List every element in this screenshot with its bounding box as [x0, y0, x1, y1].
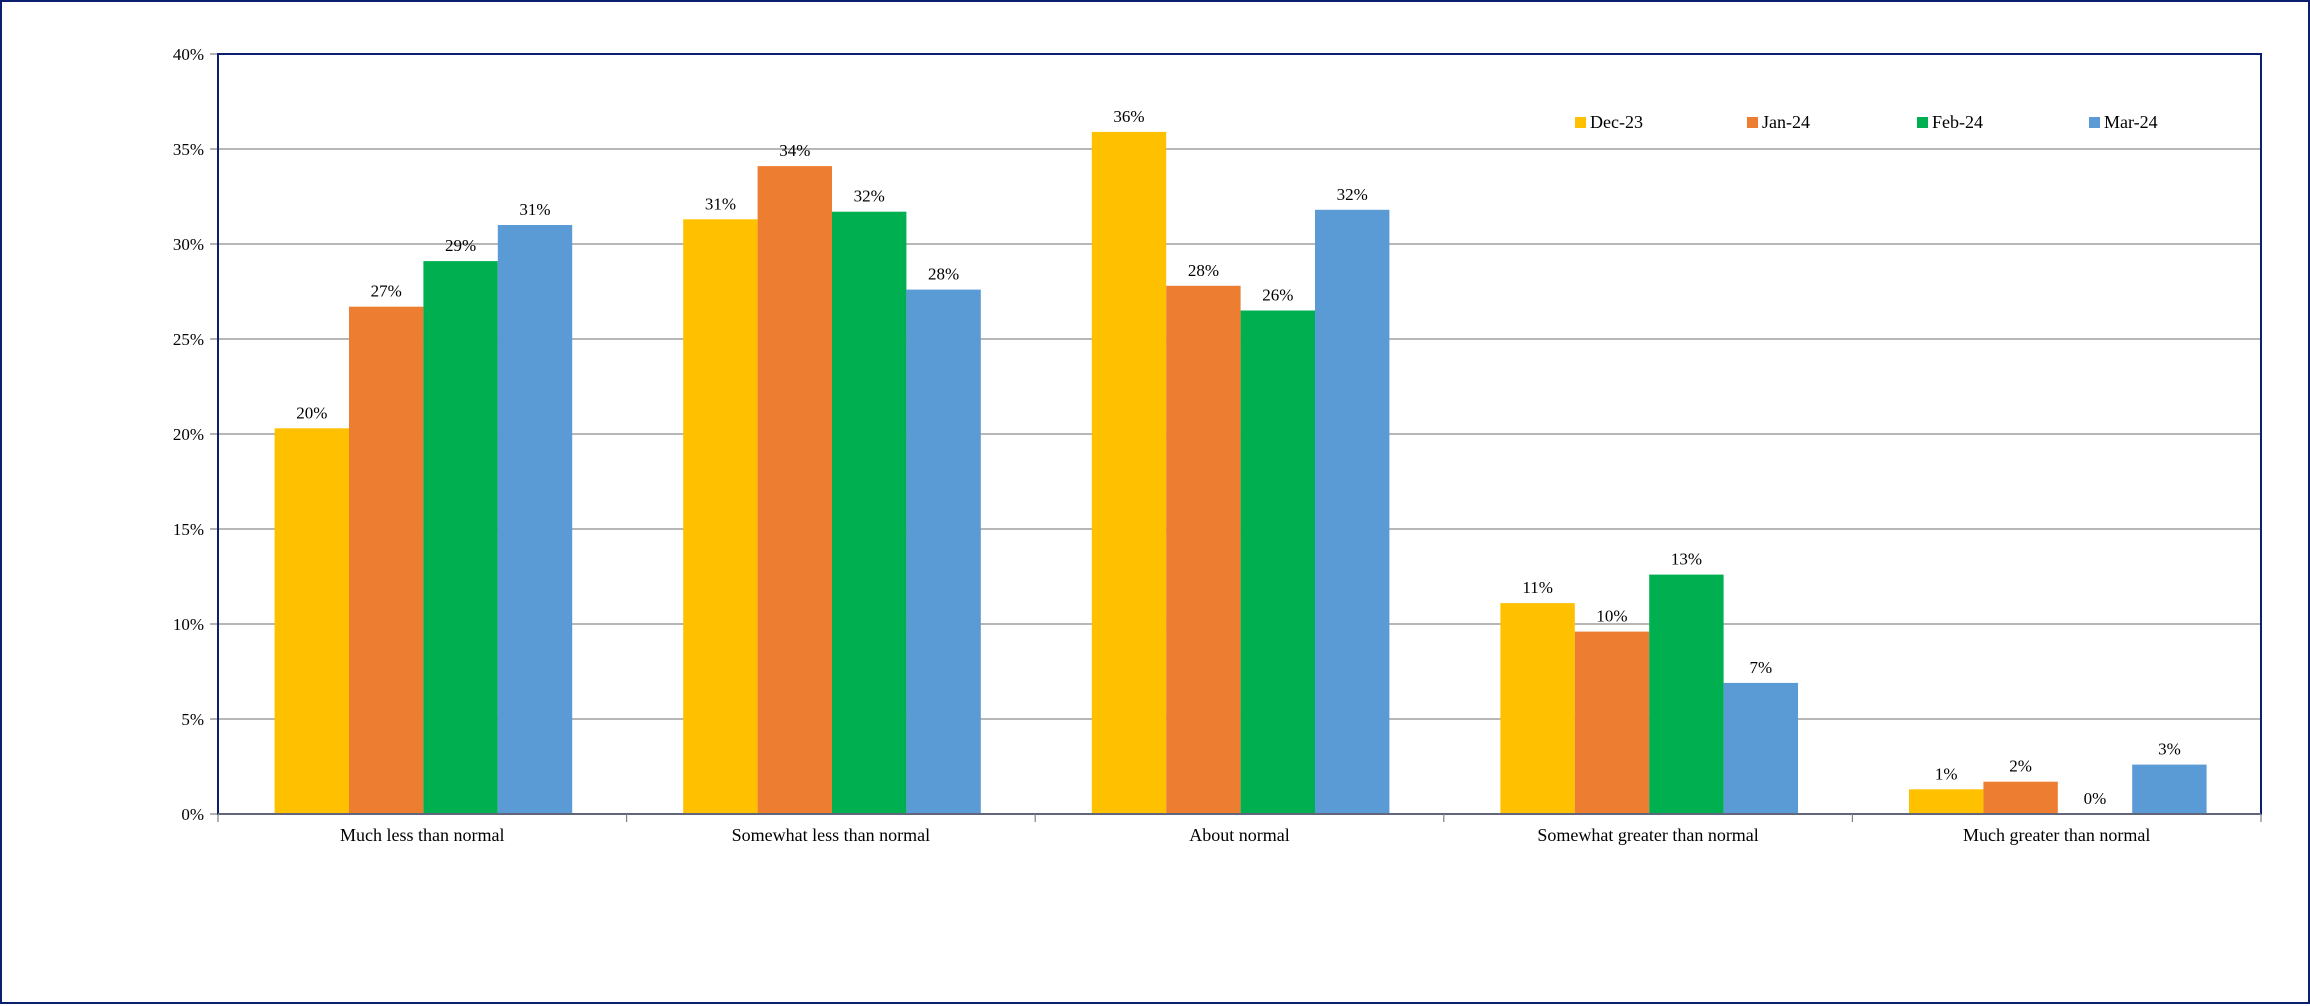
y-tick-label: 25%: [173, 330, 204, 349]
legend-label: Dec-23: [1590, 112, 1643, 132]
data-label: 0%: [2084, 789, 2107, 808]
bar-dec-23-3: [1091, 131, 1167, 814]
legend-item-dec-23: Dec-23: [1575, 112, 1643, 132]
bar-jan-24-4: [1574, 631, 1650, 814]
legend-item-jan-24: Jan-24: [1747, 112, 1810, 132]
bar-feb-24-2: [832, 211, 907, 814]
legend-swatch: [1575, 117, 1586, 128]
legend-swatch: [1747, 117, 1758, 128]
x-category-label: Much greater than normal: [1963, 825, 2150, 845]
legend: Dec-23 Jan-24 Feb-24 Mar-24: [1575, 112, 2158, 132]
x-category-label: About normal: [1189, 825, 1290, 845]
legend-label: Feb-24: [1932, 112, 1983, 132]
y-tick-label: 15%: [173, 520, 204, 539]
axes: 0% 5% 10% 15% 20% 25% 30% 35% 40% Much less than …: [173, 45, 2262, 845]
data-label: 10%: [1596, 607, 1627, 626]
data-label: 32%: [1337, 185, 1368, 204]
x-category-label: Somewhat greater than normal: [1537, 825, 1758, 845]
bar-feb-24-3: [1240, 310, 1315, 814]
y-tick-label: 35%: [173, 140, 204, 159]
data-label: 31%: [519, 200, 550, 219]
data-label: 28%: [928, 265, 959, 284]
data-label: 28%: [1188, 261, 1219, 280]
data-label: 27%: [371, 282, 402, 301]
bar-jan-24-1: [349, 306, 424, 814]
legend-label: Jan-24: [1762, 112, 1810, 132]
data-label: 7%: [1749, 658, 1772, 677]
bar-mar-24-5: [2132, 764, 2207, 814]
data-label: 26%: [1262, 286, 1293, 305]
bar-mar-24-4: [1723, 682, 1798, 814]
y-tick-label: 0%: [181, 805, 204, 824]
data-label: 3%: [2158, 740, 2181, 759]
bar-jan-24-2: [757, 166, 832, 815]
data-label: 11%: [1522, 578, 1553, 597]
data-label: 20%: [296, 403, 327, 422]
y-tick-label: 20%: [173, 425, 204, 444]
bar-feb-24-1: [423, 261, 498, 815]
y-tick-label: 10%: [173, 615, 204, 634]
x-category-label: Somewhat less than normal: [732, 825, 930, 845]
x-category-label: Much less than normal: [340, 825, 504, 845]
legend-swatch: [2089, 117, 2100, 128]
data-labels: 20% 31% 36% 11% 1% 27% 34% 28% 10% 2% 29% 32% 26% 13%…: [296, 107, 2181, 808]
bar-dec-23-2: [683, 219, 758, 815]
bar-mar-24-1: [497, 225, 573, 814]
bar-mar-24-3: [1315, 209, 1390, 815]
data-label: 29%: [445, 236, 476, 255]
legend-swatch: [1917, 117, 1928, 128]
y-tick-label: 30%: [173, 235, 204, 254]
legend-label: Mar-24: [2104, 112, 2158, 132]
data-label: 31%: [705, 194, 736, 213]
bar-jan-24-5: [1983, 781, 2058, 814]
y-tick-label: 5%: [181, 710, 204, 729]
bar-dec-23-4: [1500, 603, 1575, 814]
bar-mar-24-2: [906, 289, 981, 815]
data-label: 2%: [2009, 757, 2032, 776]
bar-feb-24-4: [1649, 574, 1724, 814]
legend-item-mar-24: Mar-24: [2089, 112, 2158, 132]
y-tick-label: 40%: [173, 45, 204, 64]
data-label: 34%: [779, 141, 810, 160]
legend-item-feb-24: Feb-24: [1917, 112, 1983, 132]
data-label: 36%: [1113, 107, 1144, 126]
data-label: 13%: [1671, 550, 1702, 569]
bar-dec-23-5: [1909, 789, 1984, 814]
bar-jan-24-3: [1166, 285, 1241, 814]
data-label: 32%: [854, 187, 885, 206]
data-label: 1%: [1935, 764, 1958, 783]
bar-dec-23-1: [274, 428, 349, 814]
bars: [274, 131, 2207, 815]
